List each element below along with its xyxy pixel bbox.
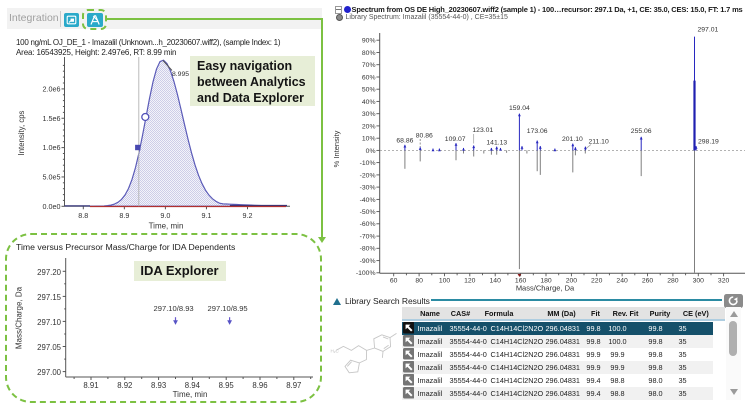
svg-text:8.92: 8.92 <box>117 381 132 390</box>
svg-text:Time, min: Time, min <box>149 222 184 231</box>
svg-text:-60%: -60% <box>360 221 376 228</box>
svg-text:255.06: 255.06 <box>631 128 652 135</box>
svg-text:-30%: -30% <box>360 185 376 192</box>
svg-text:Mass/Charge, Da: Mass/Charge, Da <box>15 286 24 349</box>
svg-text:-20%: -20% <box>360 172 376 179</box>
svg-text:8.96: 8.96 <box>252 381 267 390</box>
svg-text:211.10: 211.10 <box>588 139 609 146</box>
svg-text:160: 160 <box>515 278 527 285</box>
svg-text:% Intensity: % Intensity <box>332 130 341 167</box>
svg-text:80: 80 <box>415 278 423 285</box>
svg-text:141.13: 141.13 <box>486 140 507 147</box>
svg-text:Intensity, cps: Intensity, cps <box>17 110 26 155</box>
svg-text:9.2: 9.2 <box>243 211 253 220</box>
svg-text:9.1: 9.1 <box>201 211 211 220</box>
svg-text:297.20: 297.20 <box>37 268 62 277</box>
svg-text:159.04: 159.04 <box>509 105 530 112</box>
svg-text:-90%: -90% <box>360 258 376 265</box>
svg-text:60%: 60% <box>362 74 376 81</box>
svg-text:260: 260 <box>642 278 654 285</box>
svg-text:100: 100 <box>439 278 451 285</box>
svg-text:1.0e6: 1.0e6 <box>43 143 61 152</box>
svg-text:-10%: -10% <box>360 160 376 167</box>
svg-text:240: 240 <box>616 278 628 285</box>
svg-text:8.8: 8.8 <box>78 211 88 220</box>
svg-text:297.10/8.95: 297.10/8.95 <box>208 304 248 313</box>
svg-text:8.95: 8.95 <box>219 381 235 390</box>
svg-text:-100%: -100% <box>356 270 376 277</box>
svg-text:10%: 10% <box>362 136 376 143</box>
svg-text:8.94: 8.94 <box>185 381 201 390</box>
svg-text:8.97: 8.97 <box>286 381 301 390</box>
svg-text:1.5e6: 1.5e6 <box>43 114 61 123</box>
svg-text:180: 180 <box>540 278 552 285</box>
svg-text:297.10: 297.10 <box>37 318 62 327</box>
svg-text:297.01: 297.01 <box>698 27 719 34</box>
svg-text:70%: 70% <box>362 62 376 69</box>
svg-text:109.07: 109.07 <box>445 136 466 143</box>
svg-text:0%: 0% <box>366 148 376 155</box>
svg-text:Time, min: Time, min <box>173 390 208 399</box>
svg-text:140: 140 <box>490 278 502 285</box>
svg-text:Mass/Charge, Da: Mass/Charge, Da <box>516 284 575 293</box>
svg-text:2.0e6: 2.0e6 <box>43 84 61 93</box>
svg-text:80.86: 80.86 <box>416 133 433 140</box>
svg-text:-50%: -50% <box>360 209 376 216</box>
svg-text:68.86: 68.86 <box>396 138 413 145</box>
svg-text:9.0: 9.0 <box>160 211 170 220</box>
svg-text:297.05: 297.05 <box>37 343 62 352</box>
svg-text:200: 200 <box>566 278 578 285</box>
svg-text:298.19: 298.19 <box>698 139 719 146</box>
svg-text:30%: 30% <box>362 111 376 118</box>
svg-text:8.995: 8.995 <box>172 71 189 78</box>
svg-text:20%: 20% <box>362 123 376 130</box>
svg-text:220: 220 <box>591 278 603 285</box>
svg-text:60: 60 <box>390 278 398 285</box>
svg-text:320: 320 <box>718 278 730 285</box>
svg-text:40%: 40% <box>362 99 376 106</box>
svg-text:-80%: -80% <box>360 246 376 253</box>
svg-text:201.10: 201.10 <box>562 136 583 143</box>
svg-text:5.0e5: 5.0e5 <box>43 172 61 181</box>
svg-text:123.01: 123.01 <box>472 127 493 134</box>
svg-text:-40%: -40% <box>360 197 376 204</box>
svg-text:120: 120 <box>464 278 476 285</box>
svg-text:Time versus Precursor Mass/Cha: Time versus Precursor Mass/Charge for ID… <box>16 242 236 252</box>
svg-text:8.9: 8.9 <box>119 211 129 220</box>
svg-text:173.06: 173.06 <box>527 128 548 135</box>
svg-text:297.00: 297.00 <box>37 368 62 377</box>
svg-text:8.93: 8.93 <box>151 381 166 390</box>
svg-text:8.91: 8.91 <box>83 381 98 390</box>
svg-text:90%: 90% <box>362 38 376 45</box>
svg-text:H₂C: H₂C <box>331 349 340 354</box>
svg-text:-70%: -70% <box>360 234 376 241</box>
svg-text:0.0e0: 0.0e0 <box>43 202 61 211</box>
svg-text:297.15: 297.15 <box>37 293 62 302</box>
svg-text:80%: 80% <box>362 50 376 57</box>
svg-text:280: 280 <box>667 278 679 285</box>
svg-text:50%: 50% <box>362 87 376 94</box>
svg-text:300: 300 <box>693 278 705 285</box>
svg-text:297.10/8.93: 297.10/8.93 <box>154 304 194 313</box>
